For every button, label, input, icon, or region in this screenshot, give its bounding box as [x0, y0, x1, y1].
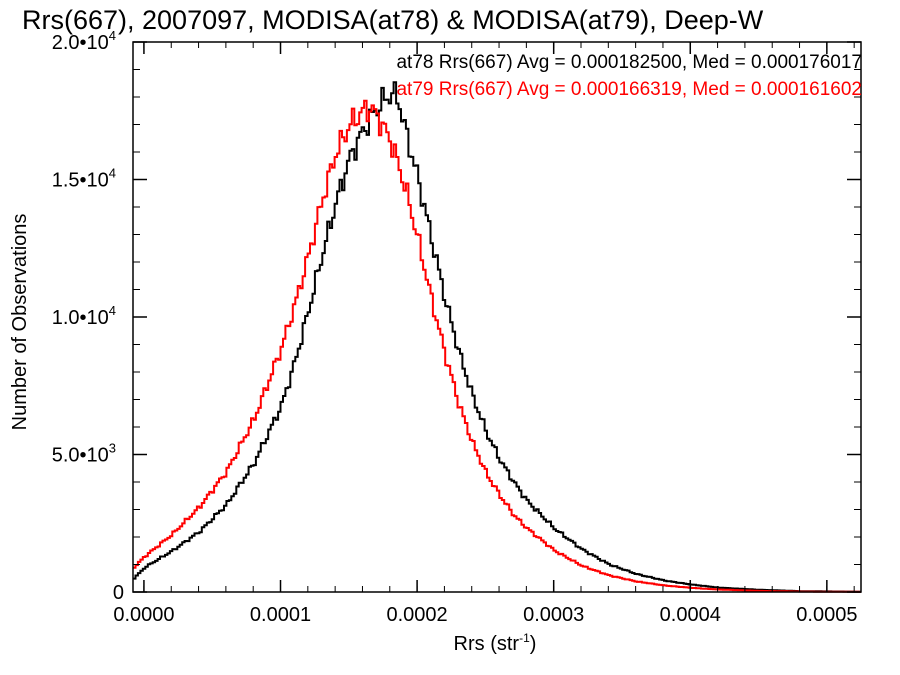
plot-frame: [132, 41, 862, 593]
x-tick-label: 0.0004: [660, 604, 721, 626]
plot-series: [133, 81, 861, 593]
chart-title: Rrs(667), 2007097, MODISA(at78) & MODISA…: [22, 5, 764, 35]
x-tick-label: 0.0003: [523, 604, 584, 626]
x-axis-label-text: Rrs (str: [454, 633, 520, 655]
x-axis: 0.0000 0.0001 0.0002 0.0003 0.0004 0.0005: [113, 42, 857, 626]
legend: at78 Rrs(667) Avg = 0.000182500, Med = 0…: [396, 52, 862, 100]
x-tick-label: 0.0000: [113, 604, 174, 626]
y-axis-label: Number of Observations: [9, 214, 31, 431]
y-tick-label: 1.5•104: [52, 166, 116, 192]
y-axis: 0 5.0•103 1.0•104 1.5•104 2.0•104: [52, 28, 861, 604]
x-axis-label-exponent: -1: [519, 631, 530, 645]
x-tick-label: 0.0005: [796, 604, 857, 626]
series-line-at78: [133, 81, 861, 593]
y-tick-label: 1.0•104: [52, 303, 116, 329]
y-tick-label: 0: [113, 582, 124, 604]
legend-entry-at79: at79 Rrs(667) Avg = 0.000166319, Med = 0…: [396, 79, 862, 100]
x-tick-label: 0.0001: [250, 604, 311, 626]
x-tick-label: 0.0002: [387, 604, 448, 626]
series-line-at79: [133, 99, 861, 593]
x-axis-label-close: ): [530, 633, 537, 655]
x-axis-label: Rrs (str-1): [454, 631, 537, 655]
legend-entry-at78: at78 Rrs(667) Avg = 0.000182500, Med = 0…: [396, 52, 862, 73]
y-tick-label: 2.0•104: [52, 28, 116, 54]
y-tick-label: 5.0•103: [52, 441, 116, 467]
